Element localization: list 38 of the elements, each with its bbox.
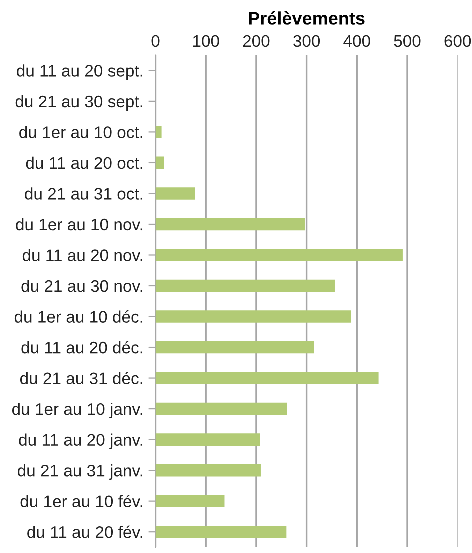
y-tick-label: du 11 au 20 janv.: [19, 434, 142, 450]
bar: [156, 495, 225, 508]
x-tick-label: 0: [152, 35, 160, 48]
bar: [156, 341, 314, 354]
y-tick-label: du 21 au 31 oct.: [25, 188, 142, 200]
x-tick-label: 200: [243, 35, 270, 48]
bar: [156, 156, 164, 170]
bar: [156, 464, 261, 477]
y-tick-label: du 11 au 20 déc.: [22, 341, 142, 354]
y-tick-label: du 21 au 31 janv.: [18, 464, 142, 480]
x-tick-label: 500: [394, 35, 421, 48]
chart-title: Prélèvements: [249, 12, 365, 25]
y-tick-label: du 1er au 10 déc.: [14, 310, 142, 323]
bar: [156, 526, 287, 538]
y-tick-label: du 11 au 20 oct.: [26, 156, 142, 170]
y-tick-label: du 21 au 30 nov.: [22, 280, 142, 292]
y-tick-label: du 1er au 10 fév.: [20, 495, 142, 508]
x-tick-label: 400: [344, 35, 370, 48]
y-tick-label: du 11 au 20 nov.: [22, 249, 142, 262]
y-tick-label: du 11 au 20 sept.: [17, 64, 142, 80]
bar: [156, 310, 352, 323]
bar: [156, 126, 162, 138]
x-tick-label: 100: [193, 35, 220, 48]
x-tick-label: 600: [444, 35, 472, 48]
bar: [156, 218, 306, 231]
y-tick-label: du 1er au 10 nov.: [16, 218, 142, 231]
bar: [156, 372, 379, 384]
y-tick-label: du 1er au 10 oct.: [20, 126, 142, 138]
y-tick-label: du 11 au 20 fév.: [28, 526, 142, 538]
x-tick-label: 300: [294, 35, 320, 48]
bar: [156, 249, 403, 262]
y-tick-label: du 1er au 10 janv.: [12, 403, 142, 419]
bar: [156, 280, 335, 292]
y-tick-label: du 21 au 30 sept.: [16, 95, 142, 111]
bar: [156, 434, 260, 446]
y-tick-label: du 21 au 31 déc.: [20, 372, 142, 384]
bar: [156, 402, 288, 416]
bar: [156, 188, 196, 200]
